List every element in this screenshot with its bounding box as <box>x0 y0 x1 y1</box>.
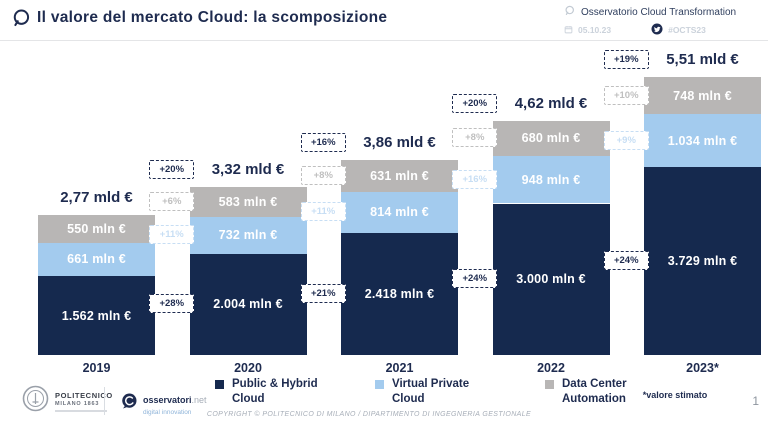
total-value-label: 3,32 mld € <box>211 161 285 179</box>
speech-bubble-icon <box>564 5 575 19</box>
growth-badge-public_hybrid_cloud-2022-2023: +24% <box>603 250 649 270</box>
osservatori-tagline: digital innovation <box>143 409 192 416</box>
osservatori-bubble-icon <box>11 8 31 33</box>
year-axis-label: 2021 <box>385 361 414 375</box>
bar-segment-public_hybrid_cloud-2022: 3.000 mln € <box>492 203 610 355</box>
growth-badge-total-2020-2021: +16% <box>300 132 346 152</box>
segment-value-label: 732 mln € <box>218 228 278 243</box>
segment-value-label: 550 mln € <box>67 221 126 236</box>
politecnico-wordmark: POLITECNICO <box>55 390 113 400</box>
bar-segment-public_hybrid_cloud-2019: 1.562 mln € <box>38 276 155 355</box>
total-value-label: 3,86 mld € <box>363 133 436 151</box>
bar-segment-data_center_automation-2020: 583 mln € <box>189 187 307 217</box>
growth-badge-total-2021-2022: +20% <box>452 94 498 114</box>
year-axis-label: 2023* <box>686 361 719 375</box>
copyright-line: COPYRIGHT © POLITECNICO DI MILANO / DIPA… <box>206 411 532 418</box>
growth-badge-data_center_automation-2019-2020: +6% <box>149 192 195 212</box>
hashtag-label: #OCTS23 <box>668 25 706 35</box>
growth-badge-total-2019-2020: +20% <box>149 160 195 180</box>
segment-value-label: 814 mln € <box>370 205 429 220</box>
growth-badge-data_center_automation-2020-2021: +8% <box>300 165 346 185</box>
bar-segment-virtual_private_cloud-2019: 661 mln € <box>38 242 155 277</box>
total-value-label: 2,77 mld € <box>60 188 133 206</box>
footer-divider <box>104 387 105 415</box>
growth-badge-public_hybrid_cloud-2020-2021: +21% <box>300 283 346 303</box>
year-axis-label: 2019 <box>82 361 111 375</box>
segment-value-label: 2.004 mln € <box>213 297 283 312</box>
year-axis-label: 2022 <box>537 361 565 375</box>
growth-badge-data_center_automation-2021-2022: +8% <box>452 128 498 148</box>
osservatori-bubble-filled-icon <box>120 392 138 415</box>
politecnico-subline: MILANO 1863 <box>55 400 100 407</box>
bar-segment-data_center_automation-2019: 550 mln € <box>38 214 155 243</box>
politecnico-sub-rule <box>55 409 107 412</box>
segment-value-label: 3.729 mln € <box>667 253 738 268</box>
bar-segment-public_hybrid_cloud-2021: 2.418 mln € <box>341 232 458 355</box>
total-value-label: 5,51 mld € <box>666 50 739 68</box>
growth-badge-virtual_private_cloud-2020-2021: +11% <box>300 202 346 222</box>
politecnico-logo: POLITECNICO MILANO 1863 <box>22 385 113 417</box>
calendar-icon <box>564 25 573 36</box>
page-number: 1 <box>752 394 759 408</box>
segment-value-label: 661 mln € <box>67 252 126 267</box>
growth-badge-virtual_private_cloud-2021-2022: +16% <box>452 169 498 189</box>
growth-badge-data_center_automation-2022-2023: +10% <box>603 85 649 105</box>
bar-segment-public_hybrid_cloud-2020: 2.004 mln € <box>189 253 307 355</box>
politecnico-seal-icon <box>22 385 49 417</box>
segment-value-label: 1.562 mln € <box>61 308 132 323</box>
segment-value-label: 3.000 mln € <box>516 272 586 287</box>
growth-badge-public_hybrid_cloud-2019-2020: +28% <box>149 294 195 314</box>
segment-value-label: 1.034 mln € <box>667 133 738 148</box>
date-label: 05.10.23 <box>578 25 612 35</box>
bar-segment-data_center_automation-2021: 631 mln € <box>341 159 458 192</box>
segment-value-label: 583 mln € <box>218 195 278 210</box>
page-title: Il valore del mercato Cloud: la scomposi… <box>37 9 388 26</box>
total-value-label: 4,62 mld € <box>514 95 588 113</box>
bar-segment-virtual_private_cloud-2020: 732 mln € <box>189 216 307 254</box>
growth-badge-virtual_private_cloud-2022-2023: +9% <box>603 130 649 150</box>
observatory-name: Osservatorio Cloud Transformation <box>581 6 737 18</box>
bar-segment-data_center_automation-2022: 680 mln € <box>492 121 610 156</box>
segment-value-label: 948 mln € <box>521 172 581 187</box>
bar-segment-virtual_private_cloud-2021: 814 mln € <box>341 191 458 233</box>
year-axis-label: 2020 <box>234 361 262 375</box>
bar-segment-virtual_private_cloud-2023*: 1.034 mln € <box>644 114 761 167</box>
growth-badge-virtual_private_cloud-2019-2020: +11% <box>149 225 195 245</box>
segment-value-label: 2.418 mln € <box>364 286 435 301</box>
segment-value-label: 748 mln € <box>673 88 732 103</box>
osservatori-net-logo: osservatori.net digital innovation <box>120 390 207 416</box>
header-meta: Osservatorio Cloud Transformation 05.10.… <box>564 5 760 37</box>
growth-badge-public_hybrid_cloud-2021-2022: +24% <box>452 269 498 289</box>
segment-value-label: 680 mln € <box>521 131 581 146</box>
header-divider <box>0 40 768 41</box>
bar-segment-public_hybrid_cloud-2023*: 3.729 mln € <box>644 166 761 355</box>
twitter-icon <box>651 23 663 37</box>
segment-value-label: 631 mln € <box>370 168 429 183</box>
growth-badge-total-2022-2023: +19% <box>603 49 649 69</box>
bar-segment-virtual_private_cloud-2022: 948 mln € <box>492 155 610 204</box>
estimated-value-note: *valore stimato <box>642 390 708 400</box>
osservatori-suffix: .net <box>191 395 207 405</box>
osservatori-wordmark: osservatori <box>143 395 192 405</box>
bar-segment-data_center_automation-2023*: 748 mln € <box>644 76 761 115</box>
